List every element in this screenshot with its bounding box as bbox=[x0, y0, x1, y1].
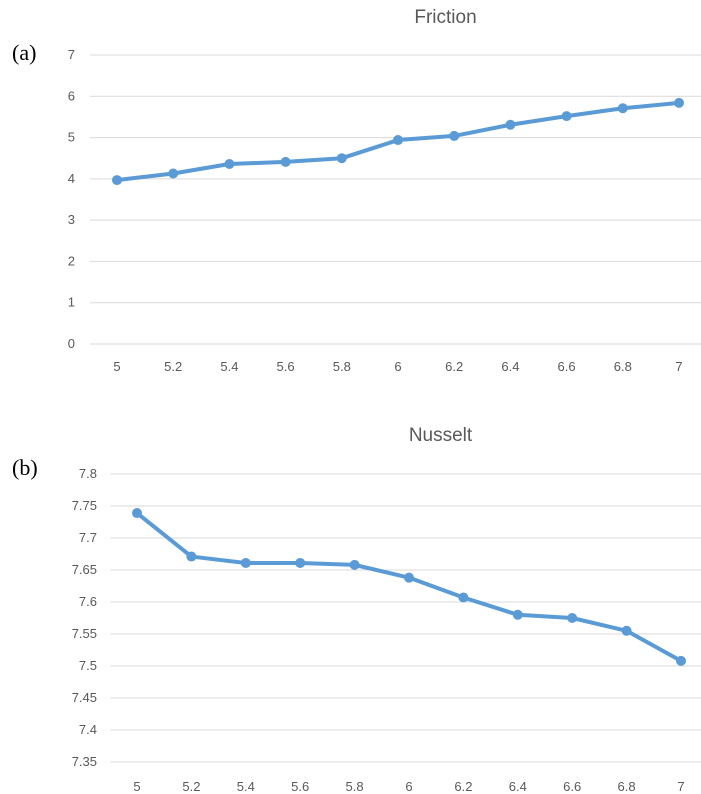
nusselt-y-tick-label: 7.8 bbox=[79, 466, 97, 481]
friction-y-tick-label: 2 bbox=[68, 253, 75, 268]
friction-y-tick-label: 5 bbox=[68, 130, 75, 145]
friction-data-point bbox=[280, 156, 291, 167]
friction-x-tick-label: 5.4 bbox=[220, 359, 238, 374]
friction-x-tick-label: 5 bbox=[113, 359, 120, 374]
friction-data-point bbox=[449, 130, 460, 141]
friction-data-point bbox=[112, 175, 122, 186]
nusselt-data-point bbox=[458, 592, 469, 603]
friction-data-point bbox=[393, 135, 403, 146]
panel-label-a: (a) bbox=[12, 40, 37, 65]
nusselt-x-tick-label: 6.4 bbox=[509, 779, 527, 794]
friction-data-point bbox=[674, 97, 684, 108]
nusselt-y-tick-label: 7.7 bbox=[79, 530, 97, 545]
friction-x-tick-label: 7 bbox=[675, 359, 682, 374]
nusselt-x-tick-label: 5.2 bbox=[182, 779, 200, 794]
nusselt-data-point bbox=[186, 551, 197, 562]
nusselt-y-tick-label: 7.65 bbox=[72, 562, 97, 577]
nusselt-data-point bbox=[132, 508, 142, 519]
friction-x-tick-label: 5.8 bbox=[333, 359, 351, 374]
friction-y-tick-label: 6 bbox=[68, 88, 75, 103]
nusselt-x-tick-label: 6.2 bbox=[454, 779, 472, 794]
friction-x-tick-label: 6.4 bbox=[501, 359, 519, 374]
friction-x-tick-label: 5.2 bbox=[164, 359, 182, 374]
friction-data-point bbox=[561, 111, 572, 122]
friction-y-tick-label: 7 bbox=[68, 47, 75, 62]
friction-data-point bbox=[168, 168, 179, 179]
nusselt-x-tick-label: 5.6 bbox=[291, 779, 309, 794]
friction-x-tick-label: 5.6 bbox=[277, 359, 295, 374]
friction-y-tick-label: 0 bbox=[68, 336, 75, 351]
friction-data-point bbox=[336, 153, 347, 164]
friction-x-tick-label: 6.6 bbox=[558, 359, 576, 374]
nusselt-data-point bbox=[240, 557, 251, 568]
friction-data-point bbox=[505, 119, 516, 130]
nusselt-data-point bbox=[676, 655, 686, 666]
nusselt-data-point bbox=[512, 609, 523, 620]
nusselt-y-tick-label: 7.6 bbox=[79, 594, 97, 609]
nusselt-y-tick-label: 7.75 bbox=[72, 498, 97, 513]
nusselt-y-tick-label: 7.4 bbox=[79, 722, 97, 737]
friction-y-tick-label: 3 bbox=[68, 212, 75, 227]
nusselt-chart-title: Nusselt bbox=[408, 425, 473, 446]
nusselt-chart-svg: 7.35 7.4 7.45 7.5 7.55 7.6 7.65 7.7 7.75 7.8 5 5.2 5… bbox=[72, 466, 701, 794]
panel-label-b: (b) bbox=[12, 455, 38, 480]
friction-chart-title: Friction bbox=[414, 7, 477, 28]
nusselt-x-tick-label: 5.8 bbox=[346, 779, 364, 794]
nusselt-x-tick-label: 6.8 bbox=[618, 779, 636, 794]
friction-x-tick-label: 6.2 bbox=[445, 359, 463, 374]
nusselt-y-tick-label: 7.5 bbox=[79, 658, 97, 673]
nusselt-data-point bbox=[404, 572, 414, 583]
nusselt-data-point bbox=[621, 625, 632, 636]
nusselt-x-tick-label: 5.4 bbox=[237, 779, 255, 794]
friction-y-tick-label: 4 bbox=[68, 171, 75, 186]
nusselt-x-tick-label: 7 bbox=[677, 779, 684, 794]
nusselt-series-line bbox=[135, 511, 683, 663]
friction-data-point bbox=[617, 103, 628, 114]
nusselt-y-tick-label: 7.45 bbox=[72, 690, 97, 705]
nusselt-data-point bbox=[349, 559, 360, 570]
nusselt-y-tick-label: 7.55 bbox=[72, 626, 97, 641]
nusselt-chart-panel: (b) Nusselt 7.35 7.4 7.45 7.5 7.55 7.6 7.65 7.7… bbox=[0, 405, 701, 794]
nusselt-x-tick-label: 5 bbox=[133, 779, 140, 794]
nusselt-data-point bbox=[567, 613, 578, 623]
friction-y-tick-label: 1 bbox=[68, 295, 75, 310]
nusselt-data-point bbox=[295, 557, 306, 568]
friction-chart-svg: 0 1 2 3 4 5 6 7 5 5.2 5.4 5.6 5.8 6 6.2 6.4 6.6 6.8 7 bbox=[68, 47, 701, 374]
friction-chart-panel: (a) Friction 0 1 2 3 4 5 6 7 5 5.2 5.4 5.6 5.8 6 6.2 6.… bbox=[0, 0, 701, 380]
friction-data-point bbox=[224, 158, 235, 169]
friction-x-tick-label: 6.8 bbox=[614, 359, 632, 374]
nusselt-x-tick-label: 6.6 bbox=[563, 779, 581, 794]
nusselt-y-tick-label: 7.35 bbox=[72, 754, 97, 769]
nusselt-x-tick-label: 6 bbox=[405, 779, 412, 794]
friction-x-tick-label: 6 bbox=[394, 359, 401, 374]
